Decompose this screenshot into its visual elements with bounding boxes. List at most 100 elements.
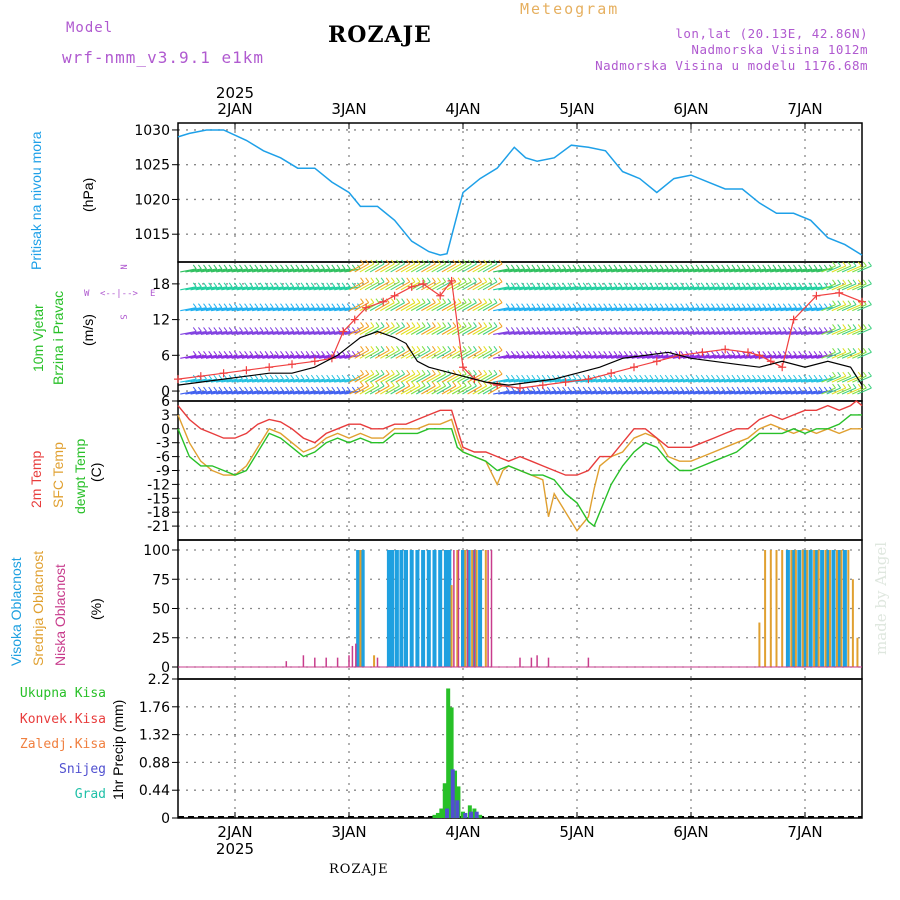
cloud-bar [825,550,830,667]
wind-barb [385,325,400,335]
wind-barb [677,378,694,383]
wind-barb [564,354,582,359]
wind-barb-flag [351,264,356,270]
bottom-day-label: 6JAN [673,823,708,841]
wind-barb [811,268,828,273]
wind-barb-flag [390,259,395,265]
wind-barb-flag [295,282,300,288]
precip-bar [450,769,455,818]
wind-barb-flag [736,327,741,332]
wind-barb [657,268,674,273]
wind-barb [662,330,679,336]
cloud-bar [394,550,399,667]
wind-barb-flag [290,386,295,392]
wind-barb-flag [767,327,772,332]
wind-barb-flag [385,345,390,351]
wind-barb-flag [442,345,447,351]
wind-barb [451,385,467,395]
wind-barb-flag [782,264,787,270]
wind-barb-flag [452,259,457,265]
wind-barb [559,286,577,291]
wind-barb-flag [321,350,325,356]
wind-barb-flag [700,303,705,308]
wind-barb [641,330,659,336]
wind-barb-flag [847,324,852,329]
top-day-label: 2JAN [217,100,252,118]
wind-barb-flag [341,264,346,270]
wind-barb-flag [244,327,248,332]
wind-barb [518,390,535,395]
wind-barb [734,286,751,291]
wind-barb [503,307,520,312]
wind-barb [544,390,561,395]
cloud-bar [359,550,362,667]
wind-barb [554,268,571,273]
wind-barb-flag [370,345,375,351]
wind-barb [415,385,431,395]
wind-barb [759,268,777,273]
wind-barb [652,390,669,395]
wind-barb [451,373,467,383]
wind-barb-flag [406,381,411,387]
wind-barb-flag [608,282,613,288]
wind-barb-flag [385,277,390,283]
wind-barb [431,385,446,395]
wind-barb-flag [370,298,375,303]
wind-barb-flag [852,261,857,267]
wind-barb-flag [847,261,852,267]
wind-barb-flag [536,327,541,332]
wind-barb-flag [218,303,223,308]
wind-barb-flag [290,350,295,356]
wind-barb-flag [711,374,715,380]
wind-barb [605,378,623,383]
wind-barb [595,268,612,273]
wind-barb-flag [498,322,503,327]
wind-barb [621,268,638,273]
wind-barb-flag [669,374,674,380]
wind-barb-flag [213,327,218,332]
wind-barb [523,307,541,312]
wind-barb-flag [259,303,264,308]
wind-barb-flag [690,386,695,392]
wind-barb-flag [493,298,498,303]
wind-barb [385,349,400,359]
wind-barb [764,268,782,273]
wind-barb-flag [551,350,556,356]
y-tick-label: 1020 [134,192,170,208]
wind-barb-flag [639,264,643,270]
wind-barb [467,349,482,359]
cloud-bar [475,550,478,667]
wind-barb-flag [264,303,269,308]
y-tick-label: 6 [161,348,170,364]
wind-barb-flag [618,264,623,270]
y-tick-label: 1.76 [139,700,170,716]
precip-bar [435,812,440,818]
wind-barb [231,286,248,291]
wind-barb [811,390,828,395]
precip-bar [432,814,437,818]
wind-barb [380,385,395,395]
wind-barb [236,390,253,395]
wind-barb [221,390,238,395]
wind-barb [457,373,472,383]
wind-barb-flag [426,298,431,303]
wind-barb [682,378,700,383]
wind-barb-flag [644,327,649,332]
wind-barb-flag [510,350,515,356]
wind-barb-flag [346,264,351,270]
wind-barb-flag [280,327,284,332]
cloud-bar [840,550,843,667]
wind-barb-flag [793,374,797,380]
wind-barb-flag [726,327,731,332]
wind-barb-flag [274,374,279,380]
wind-barb [682,286,700,291]
wind-barb [795,378,812,383]
wind-barb [672,330,689,336]
wind-barb [831,265,847,273]
wind-barb [790,354,807,359]
cloud-bar [847,550,850,667]
wind-barb-flag [488,322,493,327]
wind-barb-flag [847,347,852,353]
wind-barb-flag [442,259,447,265]
wind-barb-flag [462,259,467,265]
